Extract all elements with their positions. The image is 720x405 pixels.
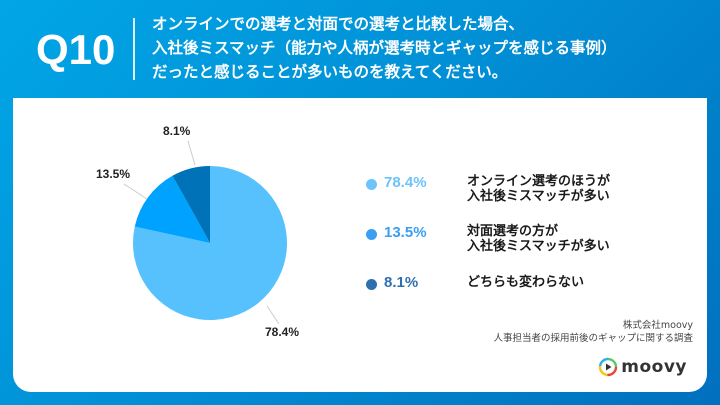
header-divider — [133, 18, 135, 80]
content-card: 8.1% 13.5% 78.4% 78.4% オンライン選考のほうが 入社後ミス… — [13, 98, 707, 392]
leader-line — [187, 140, 196, 166]
legend-label: どちらも変わらない — [467, 275, 584, 290]
legend-dot-icon — [366, 229, 377, 240]
header: Q10 オンラインでの選考と対面での選考と比較した場合、 入社後ミスマッチ（能力… — [0, 0, 720, 98]
pie-label-8-1: 8.1% — [163, 124, 191, 138]
question-line-1: オンラインでの選考と対面での選考と比較した場合、 — [152, 15, 525, 33]
question-line-3: だったと感じることが多いものを教えてください。 — [152, 63, 508, 81]
play-circle-icon — [599, 357, 618, 377]
legend-pct: 78.4% — [384, 174, 427, 191]
source-survey: 人事担当者の採用前後のギャップに関する調査 — [493, 333, 693, 344]
legend-label: 対面選考の方が 入社後ミスマッチが多い — [467, 224, 610, 254]
question-number: Q10 — [36, 26, 116, 73]
pie-chart: 8.1% 13.5% 78.4% — [13, 98, 413, 392]
legend-dot-icon — [366, 279, 377, 290]
source-company: 株式会社moovy — [622, 320, 693, 331]
question-text: オンラインでの選考と対面での選考と比較した場合、 入社後ミスマッチ（能力や人柄が… — [152, 12, 712, 84]
pie-slice — [133, 166, 287, 320]
leader-line — [123, 183, 148, 200]
legend-label-line-1: オンライン選考のほうが — [467, 174, 611, 189]
legend-pct: 13.5% — [384, 224, 427, 241]
legend-label-line-1: 対面選考の方が — [467, 224, 559, 239]
leader-line — [266, 305, 280, 325]
legend-pct: 8.1% — [384, 274, 419, 291]
pie-slice — [172, 166, 210, 243]
pie-slice — [134, 175, 210, 243]
legend-label-line-2: 入社後ミスマッチが多い — [467, 239, 610, 254]
source-note: 株式会社moovy 人事担当者の採用前後のギャップに関する調査 — [493, 319, 693, 345]
pie-label-13-5: 13.5% — [96, 167, 131, 181]
question-line-2: 入社後ミスマッチ（能力や人柄が選考時とギャップを感じる事例） — [152, 39, 617, 57]
moovy-logo: moovy — [598, 356, 687, 378]
legend-dot-icon — [366, 179, 377, 190]
legend-label-line-1: どちらも変わらない — [467, 275, 585, 290]
legend-label-line-2: 入社後ミスマッチが多い — [467, 189, 610, 204]
logo-text: moovy — [621, 357, 687, 377]
pie-chart-svg — [123, 140, 287, 325]
pie-label-78-4: 78.4% — [265, 325, 300, 339]
legend-label: オンライン選考のほうが 入社後ミスマッチが多い — [467, 174, 610, 204]
